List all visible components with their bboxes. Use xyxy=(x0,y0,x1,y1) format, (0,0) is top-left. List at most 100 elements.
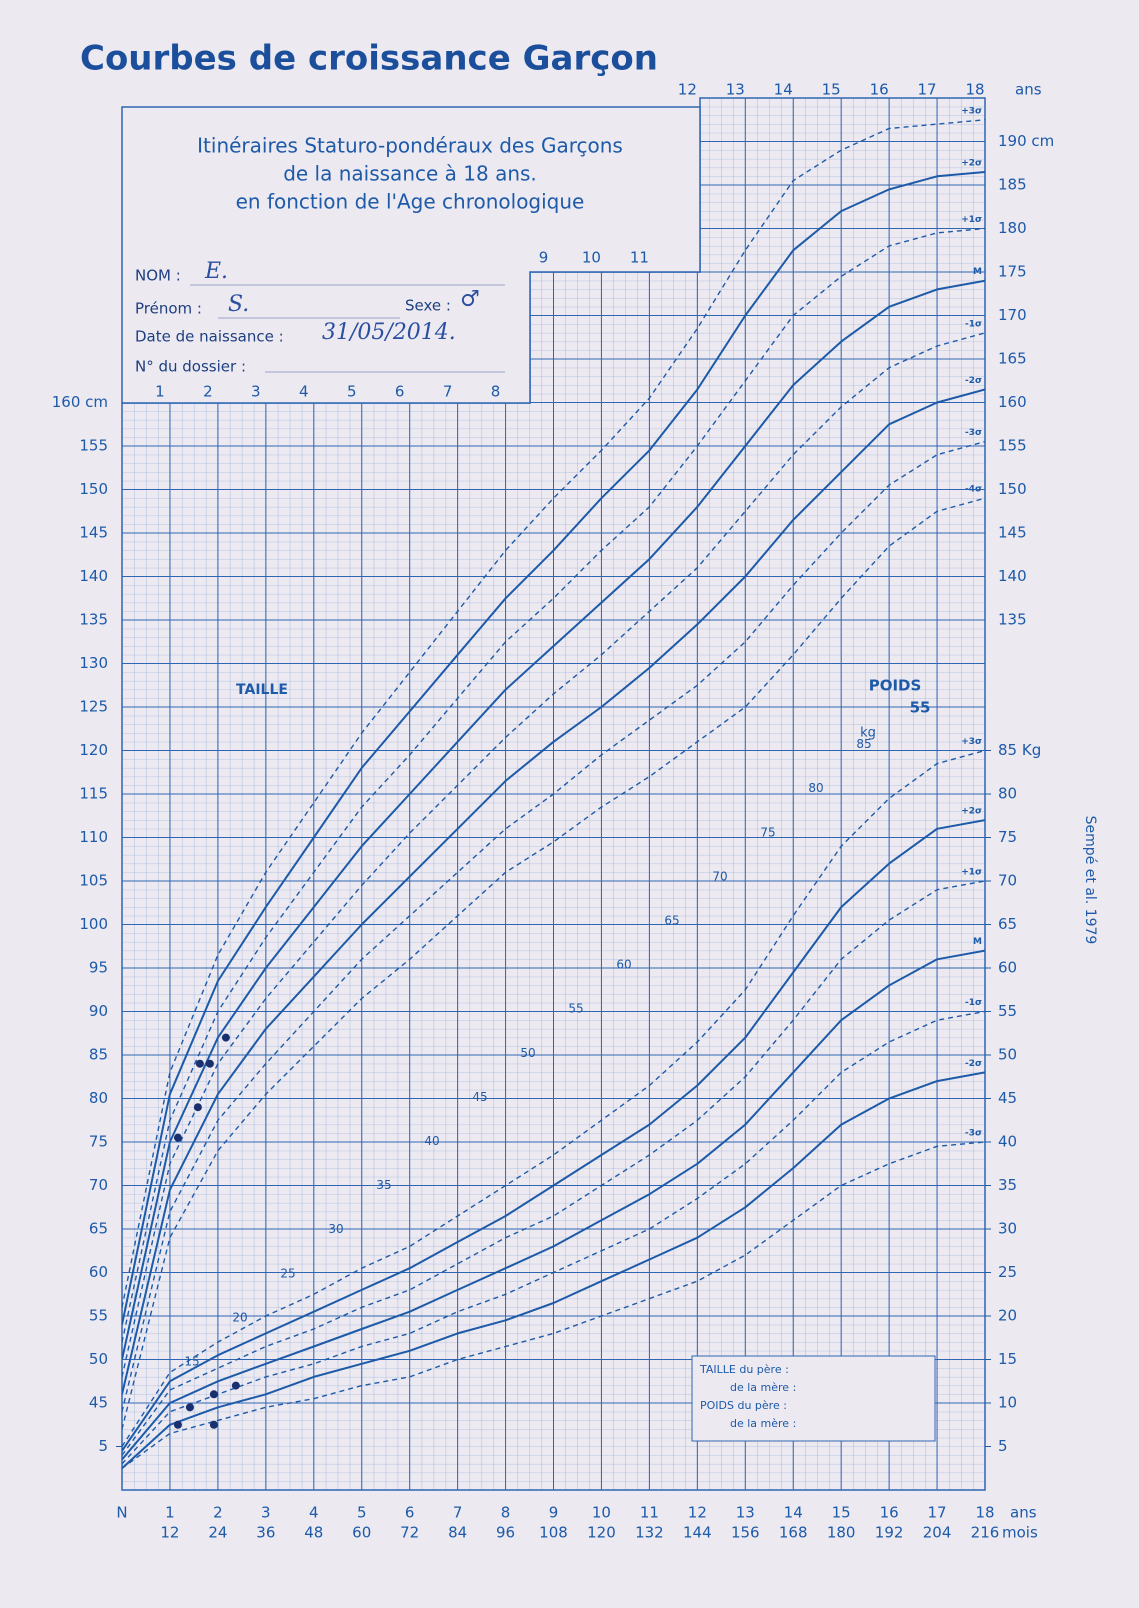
chart-title: Courbes de croissance Garçon xyxy=(80,39,658,79)
x-tick-label-top: 11 xyxy=(630,249,649,267)
y-tick-label: 65 xyxy=(89,1220,108,1238)
diagonal-label: 35 xyxy=(376,1178,391,1192)
curve-label: +2σ xyxy=(961,158,982,168)
diagonal-label: 70 xyxy=(712,869,727,883)
x2-tick-label: 36 xyxy=(256,1524,275,1542)
form-value: E. xyxy=(204,259,228,284)
x2-tick-label: 144 xyxy=(683,1524,712,1542)
y2-tick-label: 50 xyxy=(998,1046,1017,1064)
measurement xyxy=(232,1382,240,1390)
curve-label: +2σ xyxy=(961,807,982,817)
y-tick-label: 145 xyxy=(79,524,108,542)
box-title: en fonction de l'Age chronologique xyxy=(236,190,585,214)
x-tick-label: 8 xyxy=(501,1504,511,1522)
x-tick-label: 13 xyxy=(736,1504,755,1522)
curve-label: +3σ xyxy=(961,106,982,116)
x-tick-label-top: 5 xyxy=(347,383,357,401)
y-tick-label: 160 cm xyxy=(52,393,108,411)
y2-tick-label: 15 xyxy=(998,1350,1017,1368)
x-tick-label-top: 12 xyxy=(678,81,697,99)
y2-tick-label: 25 xyxy=(998,1263,1017,1281)
y2-tick-label: 45 xyxy=(998,1089,1017,1107)
x-tick-label: 7 xyxy=(453,1504,463,1522)
y2-tick-label: 40 xyxy=(998,1133,1017,1151)
y2-tick-label: 5 xyxy=(98,1437,108,1455)
x-tick-label: 2 xyxy=(213,1504,223,1522)
curve-label: -2σ xyxy=(965,1059,982,1069)
credit: Sempé et al. 1979 xyxy=(1082,816,1098,945)
form-value: 31/05/2014. xyxy=(322,320,456,345)
x-tick-label: 14 xyxy=(784,1504,803,1522)
y-right-tick-label: 150 xyxy=(998,480,1027,498)
x-tick-label-top: 7 xyxy=(443,383,453,401)
measurement xyxy=(206,1060,214,1068)
y-right-tick-label: 165 xyxy=(998,350,1027,368)
x2-tick-label: 216 xyxy=(971,1524,1000,1542)
y-tick-label: 95 xyxy=(89,959,108,977)
measurement xyxy=(174,1421,182,1429)
curve-label: -4σ xyxy=(965,485,982,495)
y-tick-label: 70 xyxy=(89,1176,108,1194)
height-label: TAILLE xyxy=(236,682,288,698)
x-tick-label: 16 xyxy=(880,1504,899,1522)
form-value: S. xyxy=(228,292,249,317)
x2-tick-label: 48 xyxy=(304,1524,323,1542)
y-tick-label: 150 xyxy=(79,480,108,498)
measurement xyxy=(196,1060,204,1068)
x-tick-label-top: 6 xyxy=(395,383,405,401)
x-tick-label-top: 14 xyxy=(774,81,793,99)
y-tick-label: 115 xyxy=(79,785,108,803)
parents-label: de la mère : xyxy=(730,1381,796,1394)
diagonal-label: 75 xyxy=(760,825,775,839)
y2-tick-label: 75 xyxy=(998,828,1017,846)
diagonal-label: 45 xyxy=(472,1090,487,1104)
diagonal-label: 30 xyxy=(328,1222,343,1236)
form-value: ♂ xyxy=(460,287,480,312)
x-tick-label-top: 1 xyxy=(155,383,165,401)
x-tick-label: 15 xyxy=(832,1504,851,1522)
y2-tick-label: 60 xyxy=(998,959,1017,977)
y-tick-label: 110 xyxy=(79,828,108,846)
y-tick-label: 85 xyxy=(89,1046,108,1064)
x-tick-label-top: 10 xyxy=(582,249,601,267)
y-tick-label: 55 xyxy=(89,1307,108,1325)
y-right-tick-label: 145 xyxy=(998,524,1027,542)
x2-tick-label: 12 xyxy=(160,1524,179,1542)
y-right-tick-label: 135 xyxy=(998,611,1027,629)
x-tick-label: 11 xyxy=(640,1504,659,1522)
diagonal-label: 80 xyxy=(808,781,823,795)
x-tick-label: 12 xyxy=(688,1504,707,1522)
diagonal-label: 50 xyxy=(520,1046,535,1060)
diagonal-label: 85 xyxy=(856,737,871,751)
x2-tick-label: 72 xyxy=(400,1524,419,1542)
y-tick-label: 135 xyxy=(79,611,108,629)
y-right-tick-label: 180 xyxy=(998,219,1027,237)
x2-tick-label: 84 xyxy=(448,1524,467,1542)
x-tick-label-top: 18 xyxy=(965,81,984,99)
y-tick-label: 100 xyxy=(79,915,108,933)
x2-tick-label: 24 xyxy=(208,1524,227,1542)
x2-tick-label: 108 xyxy=(539,1524,568,1542)
y-tick-label: 50 xyxy=(89,1350,108,1368)
x2-tick-label: 156 xyxy=(731,1524,760,1542)
y-tick-label: 130 xyxy=(79,654,108,672)
y-tick-label: 105 xyxy=(79,872,108,890)
y-tick-label: 140 xyxy=(79,567,108,585)
x-tick-label: 10 xyxy=(592,1504,611,1522)
measurement xyxy=(186,1403,194,1411)
x-tick-label-top: 8 xyxy=(491,383,501,401)
diagonal-label: 20 xyxy=(232,1310,247,1324)
x-tick-label-top: 17 xyxy=(918,81,937,99)
x2-tick-label: 132 xyxy=(635,1524,664,1542)
y2-tick-label: 65 xyxy=(998,915,1017,933)
diagonal-label: 65 xyxy=(664,914,679,928)
x2-unit: mois xyxy=(1002,1524,1038,1542)
y-right-tick-label: 170 xyxy=(998,306,1027,324)
parents-label: TAILLE du père : xyxy=(699,1363,789,1376)
diagonal-label: 15 xyxy=(184,1355,199,1369)
x2-tick-label: 204 xyxy=(923,1524,952,1542)
diagonal-label: 60 xyxy=(616,958,631,972)
diagonal-label: 25 xyxy=(280,1266,295,1280)
x-tick-label: 5 xyxy=(357,1504,367,1522)
box-title: de la naissance à 18 ans. xyxy=(283,162,537,186)
